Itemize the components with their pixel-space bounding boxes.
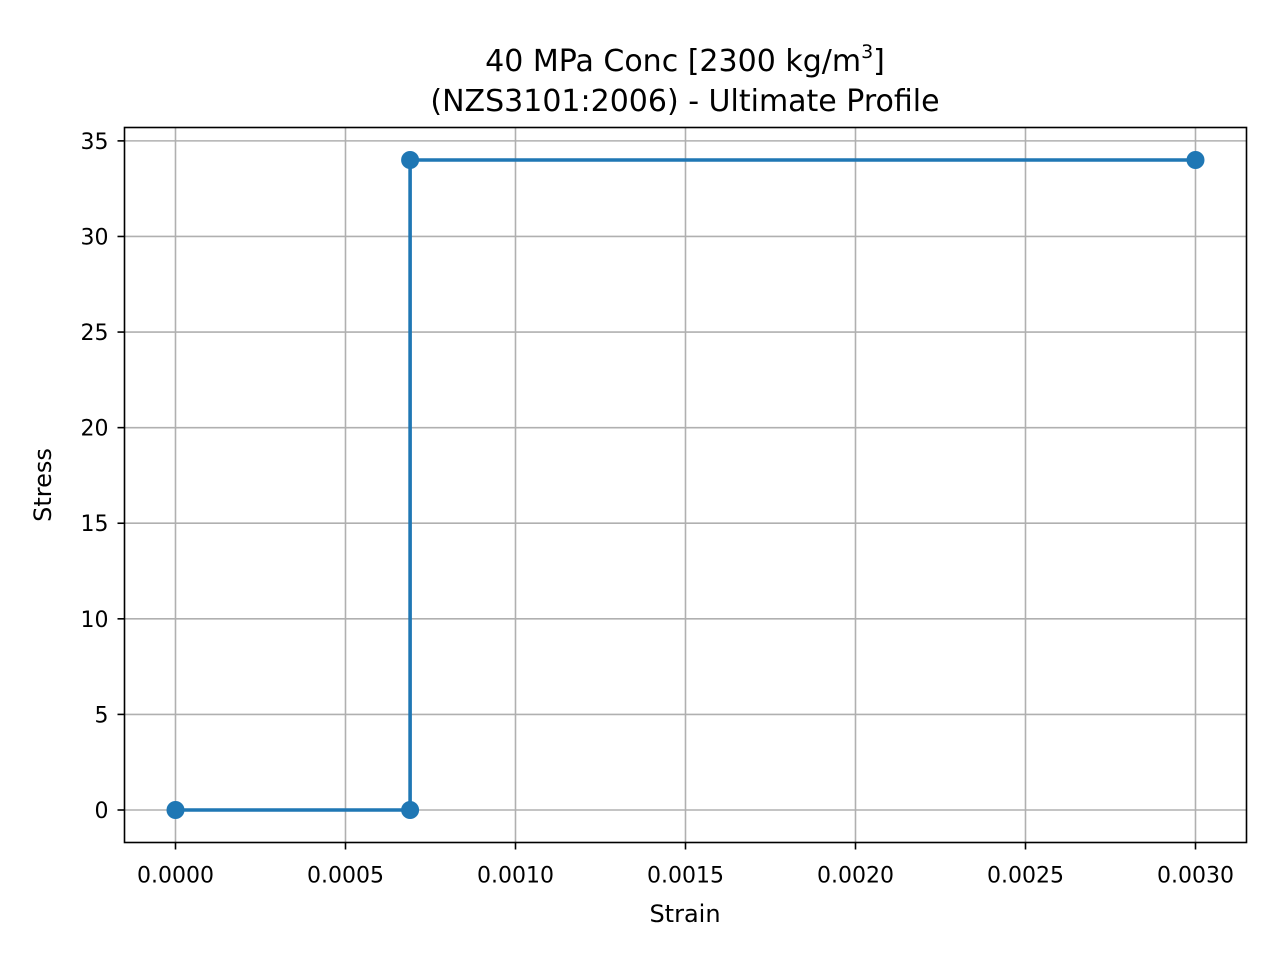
x-axis-label: Strain [649, 900, 720, 928]
y-tick-label: 25 [81, 321, 109, 346]
series-line [173, 158, 1198, 812]
data-point [401, 801, 420, 819]
y-tick-label: 5 [95, 703, 109, 728]
y-tick-label: 35 [81, 130, 109, 155]
tick-layer: 0.0000 0.0005 0.0010 0.0015 0.0020 0.0025 0.00… [81, 130, 1234, 889]
data-point [1186, 151, 1205, 169]
chart-title-superscript: 3 [861, 41, 873, 63]
grid-layer [124, 127, 1247, 843]
x-tick-label: 0.0020 [817, 864, 894, 889]
x-tick-label: 0.0030 [1157, 864, 1234, 889]
data-point [401, 151, 420, 169]
y-tick-label: 20 [81, 417, 109, 442]
x-tick-label: 0.0010 [477, 864, 554, 889]
x-tick-label: 0.0025 [987, 864, 1064, 889]
x-tick-label: 0.0015 [647, 864, 724, 889]
y-tick-label: 30 [81, 225, 109, 250]
series-layer [166, 151, 1205, 819]
x-tick-label: 0.0005 [307, 864, 384, 889]
chart-title-line-2: (NZS3101:2006) - Ultimate Profile [430, 84, 939, 119]
y-axis-label: Stress [29, 448, 57, 522]
y-tick-label: 15 [81, 512, 109, 537]
chart-title-main: 40 MPa Conc [2300 kg/m [485, 44, 861, 79]
chart-title-line-1: 40 MPa Conc [2300 kg/m3] [485, 41, 885, 79]
data-point [166, 801, 185, 819]
chart-title-end: ] [873, 44, 885, 79]
x-tick-label: 0.0000 [137, 864, 214, 889]
y-tick-label: 10 [81, 608, 109, 633]
y-tick-label: 0 [95, 799, 109, 824]
